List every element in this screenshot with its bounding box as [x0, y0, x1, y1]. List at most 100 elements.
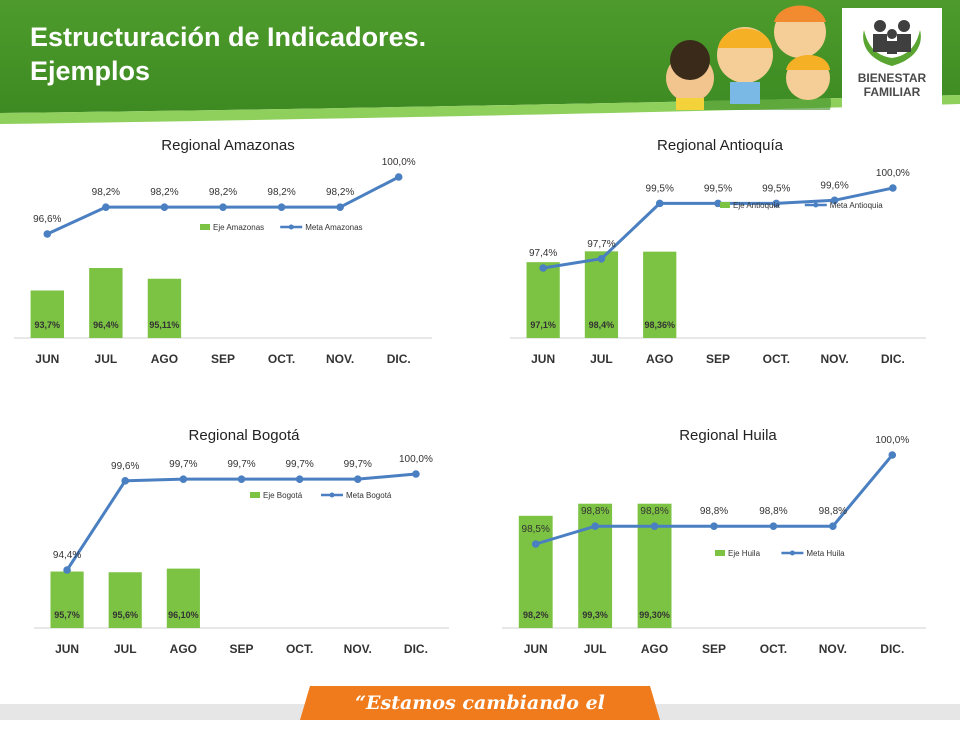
line-data-label: 99,7% [169, 459, 197, 470]
x-tick-label: AGO [641, 642, 668, 656]
bar-jun [50, 571, 84, 628]
line-data-label: 99,5% [646, 183, 674, 194]
bar-jul [108, 572, 142, 628]
line-point-nov [353, 475, 362, 483]
series-line-meta [65, 472, 417, 571]
bar-jul [584, 251, 619, 338]
line-point-ago [655, 199, 664, 208]
bar-jul [89, 268, 123, 338]
legend: Eje Amazonas Meta Amazonas [200, 223, 363, 232]
line-point-sep [710, 522, 718, 530]
line-point-nov [829, 522, 837, 530]
line-point-jul [597, 254, 606, 263]
bar-data-label: 97,1% [530, 320, 556, 330]
chart-regional-huila: Regional Huila 98,2% 99,3% 99,30% 98,5% 98,8%… [502, 427, 926, 656]
x-tick-label: OCT. [763, 352, 790, 366]
x-tick-label: NOV. [820, 352, 848, 366]
family-hands-icon [863, 20, 921, 66]
chart-regional-amazonas: Regional Amazonas 93,7% 96,4% 95,11% 96,6% 98… [14, 137, 432, 366]
line-data-label: 94,4% [53, 550, 81, 561]
legend-label-bar: Eje Huila [728, 549, 761, 558]
logo-text-line-1: BIENESTAR [857, 71, 927, 85]
chart-title: Regional Amazonas [161, 137, 294, 154]
legend-swatch-bar [720, 202, 730, 208]
chart-regional-antioquia: Regional Antioquía 97,1% 98,4% 98,36% 97,4% 9… [510, 137, 926, 366]
x-tick-label: DIC. [881, 352, 905, 366]
line-point-dic [412, 470, 420, 478]
line-point-ago [650, 522, 659, 530]
legend-swatch-bar [200, 224, 210, 230]
line-data-label: 100,0% [876, 168, 910, 179]
page-title-line-2: Ejemplos [30, 56, 151, 86]
bar-data-label: 98,36% [644, 320, 675, 330]
line-data-label: 98,8% [819, 506, 847, 517]
line-point-oct [277, 203, 286, 211]
line-data-label: 98,5% [522, 524, 550, 535]
x-tick-label: JUL [584, 642, 607, 656]
line-data-label: 99,7% [227, 459, 255, 470]
legend-label-line: Meta Antioquia [830, 201, 883, 210]
page-title: Estructuración de Indicadores. Ejemplos [30, 20, 426, 88]
bar-jun [526, 262, 560, 338]
x-tick-label: OCT. [268, 352, 295, 366]
line-data-label: 99,7% [344, 459, 372, 470]
x-tick-label: DIC. [880, 642, 904, 656]
x-tick-label: NOV. [819, 642, 847, 656]
line-data-label: 98,8% [581, 506, 609, 517]
line-point-jul [102, 203, 110, 211]
bar-ago [147, 278, 182, 338]
bar-data-label: 99,3% [582, 610, 608, 620]
x-tick-label: JUL [114, 642, 137, 656]
line-data-label: 99,7% [285, 459, 313, 470]
line-point-sep [714, 199, 722, 208]
x-tick-label: JUN [35, 352, 59, 366]
page-title-line-1: Estructuración de Indicadores. [30, 22, 427, 52]
x-tick-label: DIC. [404, 642, 428, 656]
legend-label-line: Meta Huila [806, 549, 845, 558]
legend-label-bar: Eje Bogotá [263, 491, 303, 500]
line-data-label: 98,2% [92, 187, 120, 198]
children-illustration [666, 5, 831, 110]
x-tick-label: NOV. [344, 642, 372, 656]
x-tick-label: SEP [211, 352, 235, 366]
x-tick-label: JUL [590, 352, 613, 366]
legend-label-bar: Eje Antioquia [733, 201, 780, 210]
line-point-jul [121, 477, 130, 485]
line-data-label: 98,8% [759, 506, 787, 517]
line-point-jun [43, 230, 52, 238]
bar-data-label: 98,4% [589, 320, 615, 330]
header-banner [0, 0, 960, 124]
line-data-label: 98,2% [150, 187, 178, 198]
x-tick-label: AGO [170, 642, 197, 656]
legend: Eje Huila Meta Huila [715, 549, 845, 558]
legend: Eje Antioquia Meta Antioquia [720, 201, 883, 210]
line-data-label: 97,7% [587, 239, 615, 250]
line-point-jun [531, 540, 540, 548]
line-data-label: 98,2% [209, 187, 237, 198]
bar-data-label: 93,7% [35, 320, 61, 330]
line-point-jun [63, 566, 71, 574]
x-tick-label: JUN [55, 642, 79, 656]
x-tick-label: AGO [646, 352, 673, 366]
bar-jun [518, 515, 553, 628]
legend-label-bar: Eje Amazonas [213, 223, 264, 232]
x-tick-label: DIC. [387, 352, 411, 366]
footer-slogan: “Estamos cambiando el mundo” [355, 692, 605, 748]
x-tick-label: SEP [706, 352, 730, 366]
legend-label-line: Meta Amazonas [305, 223, 362, 232]
chart-title: Regional Bogotá [189, 427, 301, 444]
line-point-oct [772, 199, 781, 208]
bar-jun [30, 290, 64, 338]
legend-swatch-marker [329, 492, 335, 498]
chart-title: Regional Antioquía [657, 137, 784, 154]
line-data-label: 96,6% [33, 214, 61, 225]
bienestar-familiar-logo: BIENESTAR FAMILIAR [842, 8, 942, 114]
legend: Eje Bogotá Meta Bogotá [250, 491, 392, 500]
line-point-jul [591, 522, 599, 530]
line-point-dic [889, 184, 897, 192]
line-data-label: 97,4% [529, 248, 557, 259]
bar-data-label: 98,2% [523, 610, 549, 620]
line-data-label: 98,8% [700, 506, 728, 517]
legend-label-line: Meta Bogotá [346, 491, 392, 500]
line-data-label: 99,6% [820, 180, 848, 191]
